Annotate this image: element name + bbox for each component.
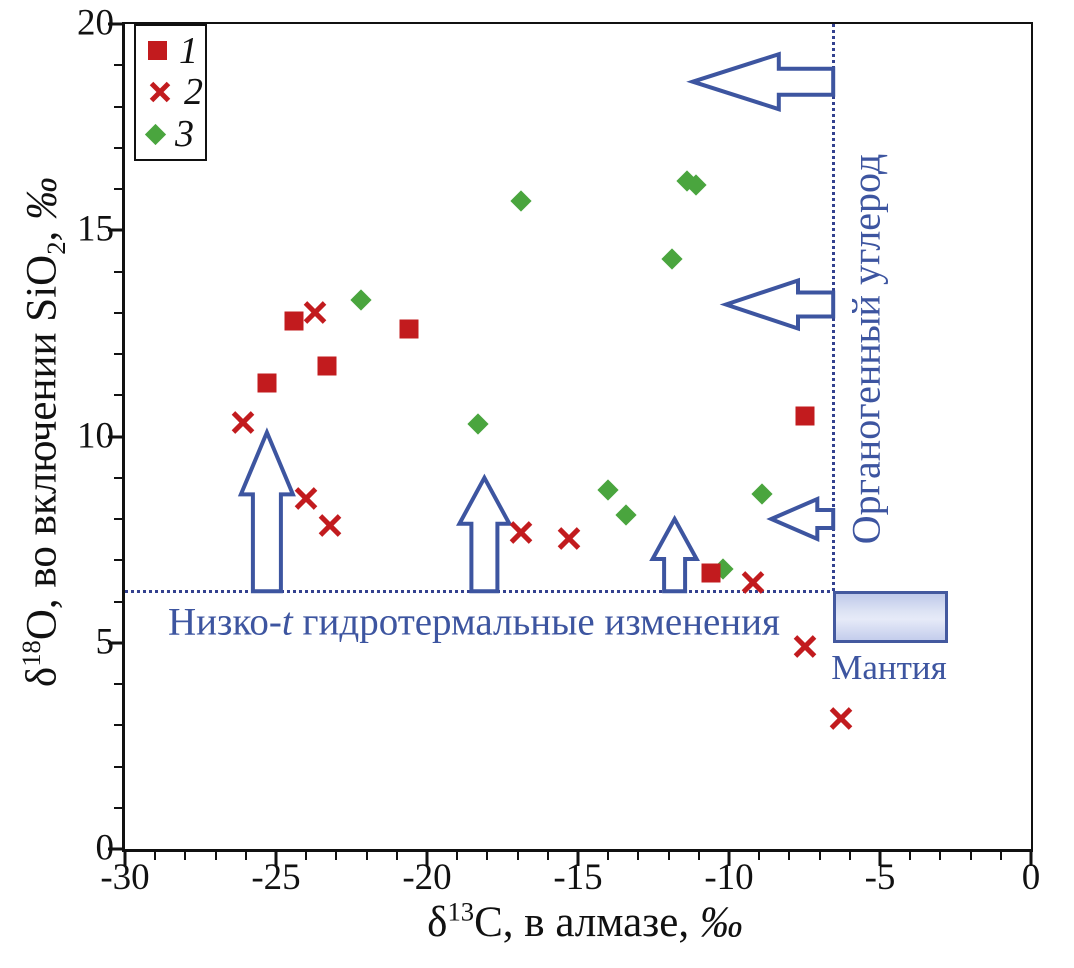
mantle-label: Мантия [831, 648, 947, 687]
square-marker-icon [148, 41, 167, 61]
marker-x [827, 705, 854, 732]
marker-x [740, 569, 767, 596]
x-minor-tick [939, 852, 942, 860]
legend: 1 2 3 [134, 24, 207, 161]
marker-square [317, 356, 337, 376]
x-major-tick [123, 852, 127, 866]
x-major-tick [1029, 852, 1033, 866]
y-minor-tick [114, 518, 122, 520]
y-minor-tick [114, 559, 122, 562]
x-minor-tick [486, 852, 489, 860]
y-tick-label: 20 [77, 2, 114, 44]
x-major-tick [425, 852, 429, 866]
y-major-tick [108, 641, 122, 645]
legend-item-label: 3 [175, 113, 194, 156]
y-tick-label: 15 [77, 208, 114, 250]
y-minor-tick [114, 600, 122, 603]
marker-x [317, 512, 344, 539]
marker-square [399, 319, 419, 339]
x-minor-tick [395, 852, 398, 860]
x-minor-tick [848, 852, 851, 860]
y-minor-tick [114, 146, 122, 149]
plot-frame [122, 22, 1033, 852]
x-minor-tick [637, 852, 640, 860]
x-major-tick [727, 852, 731, 866]
x-tick-label: 0 [1021, 857, 1041, 898]
x-tick-label: -25 [251, 857, 301, 898]
marker-x [555, 525, 582, 552]
hydrothermal-annotation: Низко-t гидротермальные изменения [168, 600, 780, 644]
x-minor-tick [607, 852, 610, 860]
y-tick-label: 10 [77, 415, 114, 457]
organogenic-carbon-line [832, 24, 836, 592]
diamond-marker-icon [144, 123, 167, 145]
legend-item-1: 1 [148, 32, 205, 70]
marker-x [302, 299, 329, 326]
y-minor-tick [114, 765, 122, 768]
x-tick-label: -30 [100, 857, 150, 898]
legend-item-3: 3 [144, 113, 205, 156]
x-minor-tick [184, 852, 187, 860]
y-minor-tick [114, 64, 122, 67]
x-major-tick [878, 852, 882, 866]
y-minor-tick [114, 806, 122, 809]
y-major-tick [108, 228, 122, 232]
marker-square [795, 406, 814, 426]
y-minor-tick [114, 311, 122, 314]
legend-item-label: 2 [184, 71, 203, 114]
x-minor-tick [818, 852, 821, 860]
legend-item-label: 1 [179, 29, 198, 72]
legend-item-2: 2 [148, 73, 205, 111]
x-minor-tick [456, 852, 459, 860]
x-minor-tick [969, 852, 972, 860]
x-minor-tick [516, 852, 519, 860]
x-minor-tick [697, 852, 700, 860]
x-tick-label: -5 [864, 857, 896, 898]
x-minor-tick [788, 852, 791, 860]
x-minor-tick [244, 852, 247, 860]
x-marker-icon [148, 80, 172, 104]
x-minor-tick [305, 852, 308, 860]
y-minor-tick [114, 353, 122, 355]
marker-x [507, 519, 534, 546]
y-minor-tick [114, 394, 122, 397]
x-major-tick [576, 852, 580, 866]
x-minor-tick [335, 852, 338, 860]
x-minor-tick [546, 852, 549, 860]
y-major-tick [108, 22, 122, 26]
x-minor-tick [909, 852, 912, 860]
marker-x [293, 485, 320, 512]
y-major-tick [108, 847, 122, 851]
x-minor-tick [214, 852, 217, 860]
y-minor-tick [114, 105, 122, 108]
x-axis-label: δ13C, в алмазе, ‰ [427, 896, 743, 946]
x-minor-tick [154, 852, 157, 860]
mantle-field-box [833, 591, 948, 643]
y-minor-tick [114, 188, 122, 190]
y-tick-label: 5 [95, 621, 115, 663]
y-major-tick [108, 435, 122, 438]
x-minor-tick [365, 852, 368, 860]
x-tick-label: -10 [704, 857, 754, 898]
marker-square [284, 311, 304, 331]
x-tick-label: -20 [402, 857, 452, 898]
x-major-tick [274, 852, 278, 866]
y-minor-tick [114, 476, 122, 479]
x-tick-label: -15 [553, 857, 603, 898]
marker-square [701, 563, 721, 583]
x-minor-tick [999, 852, 1002, 860]
marker-x [229, 409, 256, 436]
organogenic-carbon-annotation: Органогенный углерод [843, 153, 889, 545]
x-minor-tick [667, 852, 670, 860]
y-minor-tick [114, 683, 122, 685]
marker-x [791, 633, 818, 660]
hydrothermal-threshold-line [125, 590, 834, 594]
marker-square [257, 373, 277, 393]
x-minor-tick [758, 852, 761, 860]
y-minor-tick [114, 724, 122, 727]
y-tick-label: 0 [95, 827, 115, 869]
y-minor-tick [114, 270, 122, 273]
